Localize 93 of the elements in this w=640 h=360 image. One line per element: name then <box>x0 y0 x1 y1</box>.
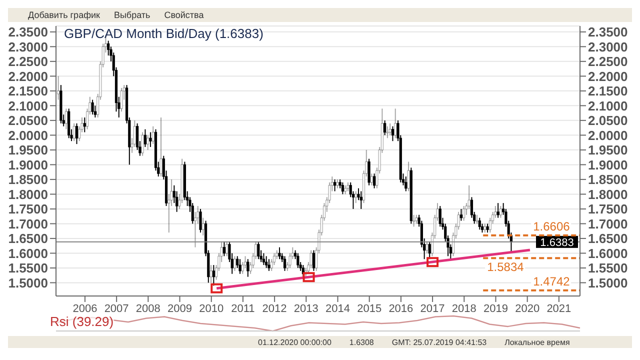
text: GMT: 25.07.2019 04:41:53 <box>392 338 487 346</box>
candlestick <box>238 258 242 274</box>
ref-line-label: 1.4742 <box>533 274 570 288</box>
candlestick <box>341 182 344 195</box>
x-tick-label: 2014 <box>326 302 350 315</box>
candlestick <box>265 256 268 268</box>
ref-line-label: 1.5834 <box>487 260 524 274</box>
y2-tick-label: 2.2500 <box>588 54 628 70</box>
text: Выбрать <box>114 10 150 20</box>
y2-tick-label: 2.0000 <box>588 128 628 143</box>
x-tick-label: 2007 <box>104 302 129 315</box>
y2-tick-label: 2.2000 <box>588 68 628 84</box>
ref-line-label: 1.6606 <box>533 219 570 234</box>
candlestick <box>391 126 394 142</box>
chart-title: GBP/CAD Month Bid/Day (1.6383) <box>64 26 264 41</box>
text: Добавить график <box>28 10 100 20</box>
y-tick-label: 1.8500 <box>8 172 48 188</box>
y-tick-label: 1.5500 <box>8 260 48 276</box>
y-tick-label: 1.7000 <box>8 216 48 232</box>
point <box>210 283 223 294</box>
y2-tick-label: 2.3000 <box>588 39 628 54</box>
candlestick <box>268 258 270 272</box>
y2-tick-label: 1.8000 <box>588 186 628 202</box>
candlestick <box>368 158 370 186</box>
y-tick-label: 2.0000 <box>8 128 48 143</box>
y-tick-label: 1.6000 <box>8 246 48 261</box>
x-tick-label: 2018 <box>452 302 476 315</box>
y2-tick-label: 1.6000 <box>588 246 628 261</box>
y-tick-label: 1.9500 <box>8 142 48 158</box>
candlestick <box>278 246 281 260</box>
text: Локальное время <box>504 338 570 346</box>
y-tick-label: 1.6500 <box>8 231 48 246</box>
candlestick <box>246 258 250 278</box>
y2-tick-label: 1.6500 <box>588 231 628 246</box>
y2-tick-label: 1.5500 <box>588 260 628 276</box>
candlestick <box>75 122 78 145</box>
point <box>302 272 315 282</box>
x-tick-label: 2020 <box>515 302 540 315</box>
candlestick <box>334 178 336 192</box>
y2-tick-label: 2.1000 <box>588 98 628 114</box>
candlestick <box>222 240 226 257</box>
y-tick-label: 2.2500 <box>8 54 48 70</box>
x-tick-label: 2016 <box>388 302 414 315</box>
x-tick-label: 2008 <box>136 302 160 315</box>
y-tick-label: 1.7500 <box>8 202 48 217</box>
y2-tick-label: 1.7500 <box>588 202 628 217</box>
x-tick-label: 2006 <box>72 302 98 315</box>
x-tick-label: 2015 <box>357 302 382 315</box>
candlestick <box>91 99 94 116</box>
candlestick <box>283 256 286 272</box>
candlestick <box>372 173 376 189</box>
candlestick <box>478 217 481 230</box>
x-tick-label: 2013 <box>294 302 318 315</box>
text: Свойства <box>164 10 204 20</box>
candlestick <box>312 250 316 272</box>
y-tick-label: 1.9000 <box>8 157 48 172</box>
ref-line-label: 1.6383 <box>540 236 574 249</box>
candlestick <box>257 240 260 260</box>
candlestick <box>149 132 152 148</box>
candlestick <box>496 202 500 218</box>
candlestick <box>199 208 202 234</box>
y-tick-label: 1.8000 <box>8 186 48 202</box>
y-tick-label: 2.1500 <box>8 84 48 99</box>
candlestick <box>438 206 442 228</box>
y2-tick-label: 1.8500 <box>588 172 628 188</box>
x-tick-label: 2011 <box>231 302 255 315</box>
x-tick-label: 2009 <box>168 302 192 315</box>
x-tick-label: 2010 <box>199 302 224 315</box>
x-tick-label: 2017 <box>420 302 445 315</box>
y2-tick-label: 2.3500 <box>588 24 628 40</box>
candlestick <box>296 252 300 268</box>
x-tick-label: 2021 <box>546 302 572 315</box>
text: 1.6308 <box>349 338 374 346</box>
candlestick <box>68 108 70 139</box>
y2-tick-label: 1.7000 <box>588 216 628 232</box>
x-tick-label: 2012 <box>262 302 287 315</box>
y-tick-label: 2.0500 <box>8 113 48 128</box>
y-tick-label: 2.2000 <box>8 68 48 84</box>
candlestick <box>262 252 266 266</box>
chart-title: Rsi (39.29) <box>50 314 114 329</box>
y2-tick-label: 1.5000 <box>588 275 628 290</box>
y-tick-label: 2.1000 <box>8 98 48 114</box>
candlestick <box>212 264 215 286</box>
text: 01.12.2020 00:00:00 <box>258 338 332 346</box>
y-tick-label: 2.3000 <box>8 39 48 54</box>
y2-tick-label: 2.1500 <box>588 84 628 99</box>
point <box>426 257 439 268</box>
y2-tick-label: 1.9000 <box>588 157 628 172</box>
y2-tick-label: 1.9500 <box>588 142 628 158</box>
x-tick-label: 2019 <box>483 302 508 315</box>
y-tick-label: 2.3500 <box>8 24 48 40</box>
y-tick-label: 1.5000 <box>8 275 48 290</box>
y2-tick-label: 2.0500 <box>588 113 628 128</box>
